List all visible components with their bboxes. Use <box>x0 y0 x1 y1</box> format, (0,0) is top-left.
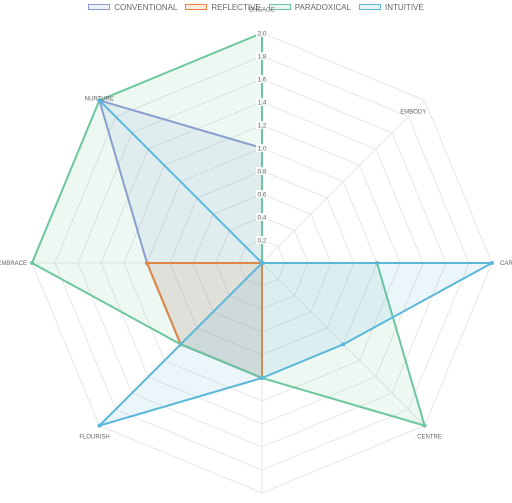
legend-item-reflective[interactable]: REFLECTIVE <box>185 1 261 13</box>
tick-label: 2.0 <box>257 30 266 37</box>
series-area-intuitive[interactable] <box>98 99 493 427</box>
axis-label-centre: CENTRE <box>417 435 442 441</box>
tick-label: 0.2 <box>257 237 266 244</box>
chart-legend: CONVENTIONAL REFLECTIVE PARADOXICAL INTU… <box>0 1 512 13</box>
legend-label-intuitive: INTUITIVE <box>385 2 424 12</box>
axis-label-nurture: NURTURE <box>85 96 114 102</box>
tick-label: 1.4 <box>257 99 266 106</box>
data-point-reflective[interactable] <box>145 261 149 265</box>
axis-label-embrace: EMBRACE <box>0 261 27 267</box>
tick-label-backdrop <box>256 52 268 60</box>
data-point-intuitive[interactable] <box>260 261 264 265</box>
tick-label-backdrop <box>256 98 268 106</box>
data-point-intuitive[interactable] <box>97 423 102 428</box>
tick-label-backdrop <box>256 167 268 175</box>
axis-label-flourish: FLOURISH <box>79 435 109 441</box>
data-point-paradoxical[interactable] <box>30 261 34 265</box>
legend-item-conventional[interactable]: CONVENTIONAL <box>88 1 177 13</box>
legend-label-paradoxical: PARADOXICAL <box>294 2 352 12</box>
tick-label-backdrop <box>256 236 268 244</box>
tick-label: 1.0 <box>257 145 266 152</box>
radar-tick-labels: 0.2 0.4 0.6 0.8 1.0 1.2 1.4 1.6 1.8 2.0 <box>256 29 268 244</box>
tick-label: 0.8 <box>257 168 266 175</box>
tick-label: 1.2 <box>257 122 266 129</box>
legend-label-conventional: CONVENTIONAL <box>114 2 178 12</box>
axis-label-engage: ENGAGE <box>249 8 275 14</box>
tick-label-backdrop <box>256 144 268 152</box>
data-point-paradoxical[interactable] <box>422 423 427 428</box>
legend-swatch-intuitive <box>359 4 382 10</box>
tick-label-backdrop <box>256 213 268 221</box>
legend-swatch-reflective <box>185 4 208 10</box>
tick-label: 0.4 <box>257 214 266 221</box>
legend-label-reflective: REFLECTIVE <box>211 2 261 12</box>
tick-label-backdrop <box>256 190 268 198</box>
legend-swatch-conventional <box>88 4 111 10</box>
data-point-intuitive[interactable] <box>490 261 494 265</box>
axis-label-embody: EMBODY <box>400 110 426 116</box>
radar-series <box>30 31 494 428</box>
tick-label: 1.8 <box>257 53 266 60</box>
tick-label-backdrop <box>256 29 268 37</box>
tick-label-backdrop <box>256 121 268 129</box>
axis-spoke <box>261 100 425 264</box>
data-point-intuitive[interactable] <box>97 98 102 103</box>
radar-axis-labels: ENGAGEEMBODYCARECENTREACCEPTFLOURISHEMBR… <box>0 8 512 441</box>
axis-label-care: CARE <box>500 261 512 267</box>
data-point-intuitive[interactable] <box>260 376 264 380</box>
tick-label: 1.6 <box>257 76 266 83</box>
tick-label-backdrop <box>256 75 268 83</box>
tick-label: 0.6 <box>257 191 266 198</box>
data-point-intuitive[interactable] <box>341 342 346 347</box>
legend-swatch-paradoxical <box>268 4 291 10</box>
legend-item-paradoxical[interactable]: PARADOXICAL <box>268 1 352 13</box>
legend-item-intuitive[interactable]: INTUITIVE <box>359 1 424 13</box>
